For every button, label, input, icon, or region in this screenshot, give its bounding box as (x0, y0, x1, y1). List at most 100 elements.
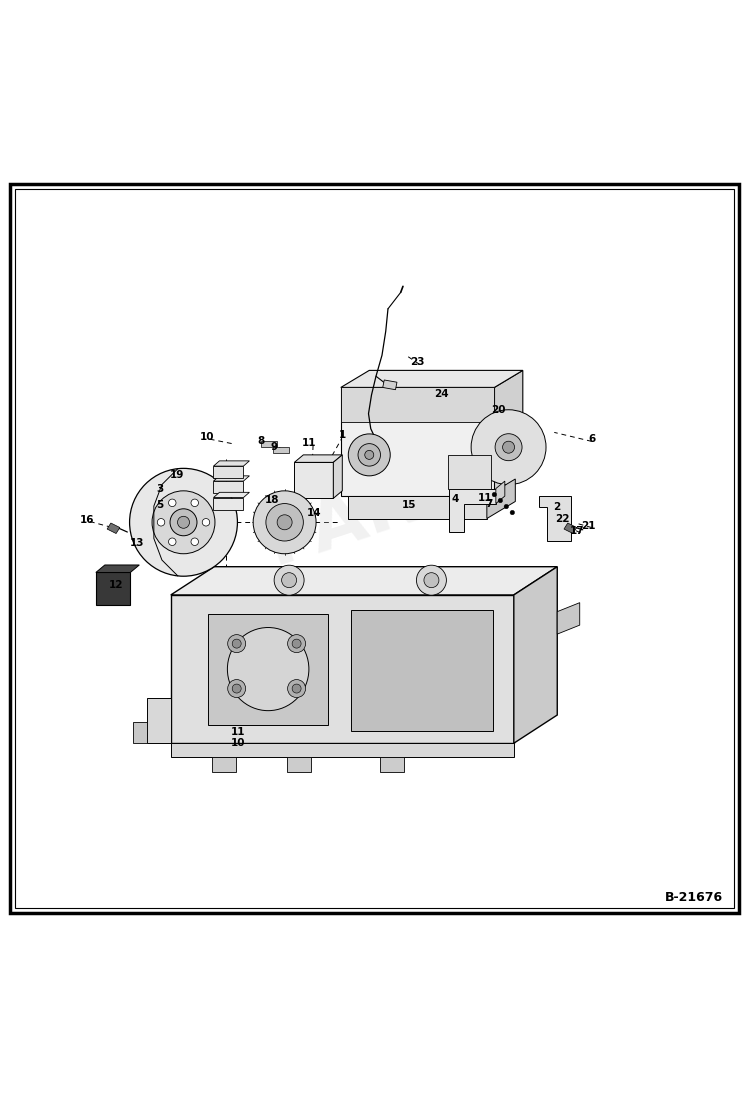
Polygon shape (213, 461, 249, 466)
Polygon shape (539, 496, 571, 541)
Circle shape (202, 519, 210, 527)
Polygon shape (213, 466, 243, 478)
Text: 10: 10 (199, 432, 214, 442)
Text: B-21676: B-21676 (664, 891, 723, 904)
Circle shape (504, 505, 509, 509)
Polygon shape (287, 757, 311, 771)
Text: 11: 11 (302, 438, 317, 448)
Circle shape (130, 468, 237, 576)
Text: 4: 4 (452, 494, 459, 504)
Circle shape (253, 490, 316, 554)
Circle shape (416, 565, 446, 596)
Polygon shape (496, 482, 505, 504)
Polygon shape (171, 567, 557, 595)
Circle shape (277, 514, 292, 530)
Text: 12: 12 (109, 580, 124, 590)
Circle shape (358, 443, 380, 466)
Text: 15: 15 (401, 500, 416, 510)
Circle shape (471, 410, 546, 485)
Circle shape (169, 499, 176, 507)
Polygon shape (487, 479, 515, 519)
Text: 17: 17 (570, 525, 585, 535)
Text: 5: 5 (157, 500, 164, 510)
Polygon shape (147, 699, 171, 744)
Polygon shape (449, 488, 496, 532)
Circle shape (232, 685, 241, 693)
Text: PARTS: PARTS (257, 434, 522, 579)
Polygon shape (133, 722, 147, 744)
Ellipse shape (228, 627, 309, 711)
Text: 20: 20 (491, 405, 506, 415)
Circle shape (348, 434, 390, 476)
Circle shape (288, 635, 306, 653)
Text: 2: 2 (553, 502, 560, 512)
Text: 7: 7 (485, 498, 493, 509)
Circle shape (178, 517, 189, 529)
Polygon shape (273, 446, 289, 453)
Polygon shape (213, 498, 243, 509)
Circle shape (191, 538, 198, 545)
Circle shape (495, 433, 522, 461)
Polygon shape (294, 455, 342, 462)
Text: 11: 11 (478, 493, 493, 502)
Text: 16: 16 (79, 514, 94, 525)
Text: 6: 6 (588, 434, 595, 444)
Circle shape (191, 499, 198, 507)
Polygon shape (213, 493, 249, 498)
Polygon shape (171, 744, 514, 757)
Polygon shape (171, 595, 514, 744)
Circle shape (510, 510, 515, 514)
Polygon shape (380, 757, 404, 771)
Polygon shape (341, 387, 494, 496)
Text: 13: 13 (130, 538, 145, 547)
Circle shape (365, 451, 374, 460)
Polygon shape (494, 371, 523, 496)
Text: 18: 18 (264, 495, 279, 505)
Polygon shape (341, 387, 494, 422)
Circle shape (228, 679, 246, 698)
Polygon shape (213, 482, 243, 493)
Circle shape (266, 504, 303, 541)
Polygon shape (557, 602, 580, 634)
Text: 14: 14 (307, 508, 322, 518)
Polygon shape (294, 462, 333, 498)
Circle shape (170, 509, 197, 535)
Circle shape (424, 573, 439, 588)
Circle shape (169, 538, 176, 545)
Text: 24: 24 (434, 389, 449, 399)
Circle shape (498, 498, 503, 502)
Text: 8: 8 (257, 437, 264, 446)
Polygon shape (96, 573, 130, 606)
Text: 3: 3 (157, 484, 164, 494)
Polygon shape (351, 610, 493, 732)
Polygon shape (348, 496, 487, 519)
Circle shape (292, 640, 301, 648)
Text: 9: 9 (270, 442, 278, 452)
Text: 23: 23 (410, 357, 425, 367)
Circle shape (503, 441, 515, 453)
Polygon shape (212, 757, 236, 771)
Text: 19: 19 (169, 471, 184, 480)
Text: 11: 11 (231, 727, 246, 737)
Polygon shape (564, 523, 577, 533)
Polygon shape (261, 441, 277, 448)
Circle shape (157, 519, 165, 527)
Text: 10: 10 (231, 738, 246, 748)
Circle shape (274, 565, 304, 596)
Polygon shape (448, 455, 491, 488)
Polygon shape (96, 565, 139, 573)
Circle shape (288, 679, 306, 698)
Circle shape (228, 635, 246, 653)
Polygon shape (341, 371, 523, 387)
Text: 1: 1 (339, 430, 346, 440)
Circle shape (492, 493, 497, 497)
Polygon shape (383, 380, 397, 389)
Text: 22: 22 (555, 513, 570, 523)
Polygon shape (107, 523, 120, 533)
Circle shape (282, 573, 297, 588)
Circle shape (232, 640, 241, 648)
Circle shape (292, 685, 301, 693)
Text: 21: 21 (581, 521, 596, 531)
Polygon shape (213, 476, 249, 482)
Polygon shape (333, 455, 342, 498)
